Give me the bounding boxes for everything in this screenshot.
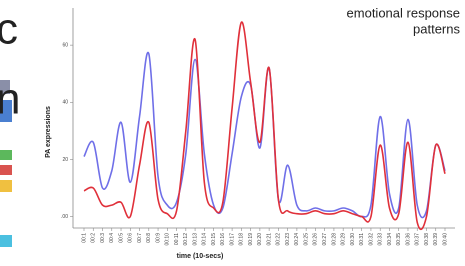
x-tick-label: 00:15	[211, 233, 217, 246]
x-tick-label: 00:4	[109, 233, 115, 243]
slide-fragment: n	[0, 75, 20, 124]
x-tick-label: 00:22	[276, 233, 282, 246]
x-tick-label: 00:6	[128, 233, 134, 243]
x-tick-label: 00:17	[229, 233, 235, 246]
y-tick-label: 20	[62, 157, 68, 163]
x-tick-label: 00:30	[350, 233, 356, 246]
x-tick-label: 00:26	[313, 233, 319, 246]
thumbnail	[0, 165, 12, 175]
x-tick-label: 00:11	[174, 233, 180, 245]
x-tick-label: 00:24	[294, 233, 300, 246]
x-tick-label: 00:7	[137, 233, 143, 243]
x-tick-label: 00:35	[396, 233, 402, 246]
annotation: patterns	[413, 21, 460, 36]
x-tick-label: 00:16	[220, 233, 226, 246]
slide-fragment: c	[0, 5, 18, 54]
x-tick-label: 00:40	[442, 233, 448, 246]
x-tick-label: 00:3	[100, 233, 106, 243]
chart: c n emotional response patterns time (10…	[0, 0, 465, 266]
x-tick-label: 00:5	[118, 233, 124, 243]
x-tick-label: 00:34	[387, 233, 393, 246]
x-tick-label: 00:31	[359, 233, 365, 246]
x-tick-label: 00:18	[239, 233, 245, 246]
thumbnail	[0, 235, 12, 247]
x-tick-label: 00:25	[303, 233, 309, 246]
thumbnail	[0, 150, 12, 160]
thumbnail	[0, 180, 12, 192]
x-tick-label: 00:21	[266, 233, 272, 246]
y-tick-label: 40	[62, 100, 68, 106]
y-tick-label: 60	[62, 42, 68, 48]
x-tick-label: 00:39	[433, 233, 439, 246]
x-tick-label: 00:20	[257, 233, 263, 246]
x-tick-label: 00:14	[202, 233, 208, 246]
x-tick-label: 00:33	[378, 233, 384, 246]
x-tick-label: 00:19	[248, 233, 254, 246]
x-axis-label: time (10-secs)	[177, 253, 224, 260]
y-axis-label: PA expressions	[45, 106, 52, 158]
x-tick-label: 00:36	[405, 233, 411, 246]
x-tick-label: 00:13	[192, 233, 198, 246]
x-tick-label: 00:37	[415, 233, 421, 246]
x-tick-label: 00:38	[424, 233, 430, 246]
y-tick-label: .00	[61, 214, 68, 220]
x-tick-label: 00:10	[165, 233, 171, 246]
x-tick-label: 00:27	[322, 233, 328, 246]
x-tick-label: 00:8	[146, 233, 152, 243]
annotation: emotional response	[347, 5, 460, 20]
x-tick-label: 00:23	[285, 233, 291, 246]
x-tick-label: 00:12	[183, 233, 189, 246]
x-tick-label: 00:29	[341, 233, 347, 246]
x-tick-label: 00:32	[368, 233, 374, 246]
x-tick-label: 00:9	[155, 233, 161, 243]
x-tick-label: 00:1	[81, 233, 87, 243]
x-tick-label: 00:2	[91, 233, 97, 243]
page: {"slide_fragments": ["c", "n"], "chart_d…	[0, 0, 465, 266]
series-line	[84, 52, 445, 217]
x-tick-label: 00:28	[331, 233, 337, 246]
